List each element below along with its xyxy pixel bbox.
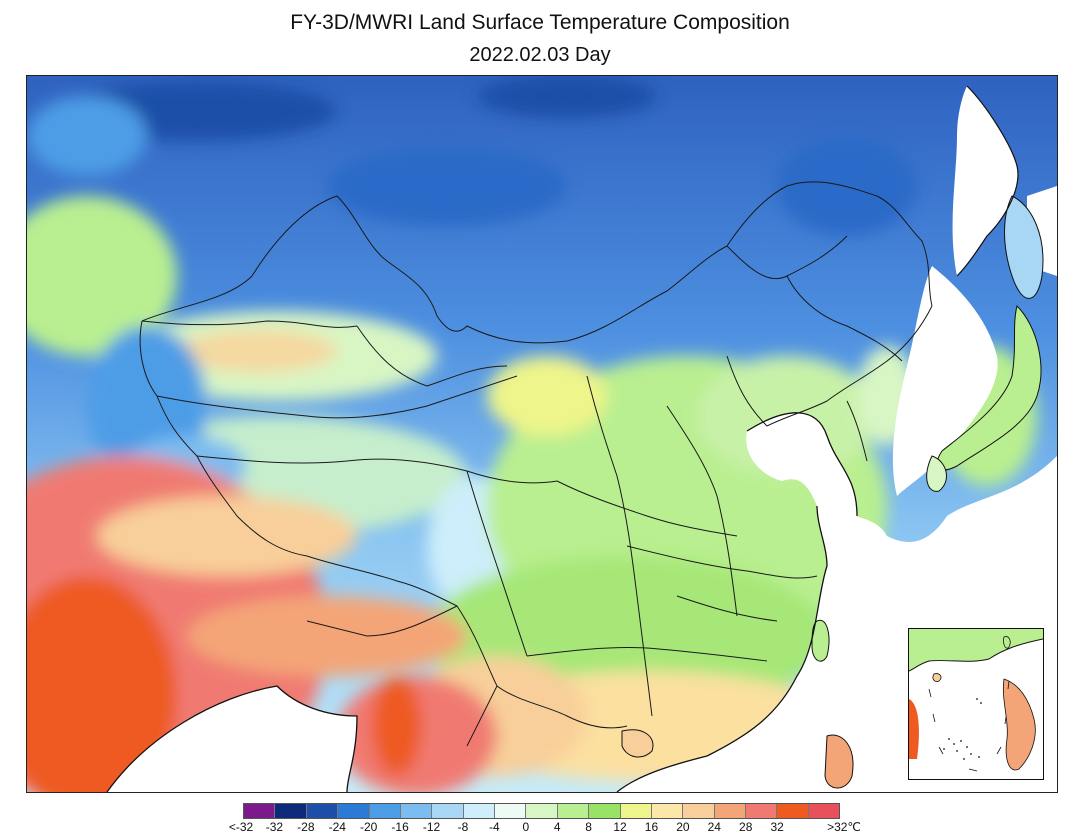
legend-tick-label: -32 — [265, 820, 284, 834]
legend-tick-label: -4 — [489, 820, 500, 834]
legend-swatch — [589, 804, 621, 818]
province-border — [156, 375, 518, 419]
province-border — [141, 320, 358, 328]
province-border — [466, 470, 528, 657]
legend-swatch — [275, 804, 307, 818]
inset-taiwan — [1003, 636, 1011, 649]
map-subtitle: 2022.02.03 Day — [469, 44, 611, 66]
national-border-north — [141, 181, 933, 344]
legend-tick-label: 24 — [707, 820, 721, 834]
legend-swatch — [683, 804, 715, 818]
cold-patch — [27, 96, 147, 176]
legend-tick-label: -20 — [360, 820, 378, 834]
legend-swatch — [432, 804, 464, 818]
himalaya-border — [306, 605, 458, 637]
coastline — [106, 685, 358, 792]
bay-of-bengal — [107, 686, 357, 792]
cold-patch — [477, 76, 657, 118]
inset-land-philippines — [1002, 678, 1036, 771]
warm-patch — [177, 329, 337, 373]
legend-tick-label: -16 — [391, 820, 409, 834]
boundary-lines — [139, 181, 933, 747]
province-border — [676, 595, 778, 622]
legend-tick-label: 8 — [585, 820, 592, 834]
color-legend — [243, 803, 840, 819]
legend-tick-label: <-32 — [228, 820, 254, 834]
legend-tick-label: -8 — [457, 820, 469, 834]
legend-tick-label: 4 — [553, 820, 561, 834]
legend-labels: <-32 -32 -28 -24 -20 -16 -12 -8 -4 0 4 8 12 16 20 24 28 3… — [0, 820, 1080, 838]
cold-patch — [327, 146, 567, 226]
inset-hainan — [932, 673, 942, 682]
province-border — [586, 375, 653, 717]
province-border — [786, 275, 903, 362]
warm-patch — [487, 356, 607, 436]
legend-tick-label: -28 — [297, 820, 315, 834]
inset-land-china — [909, 629, 1043, 671]
legend-swatch — [526, 804, 558, 818]
map-title: FY-3D/MWRI Land Surface Temperature Comp… — [290, 11, 790, 34]
coastline — [616, 412, 858, 792]
legend-swatch — [369, 804, 401, 818]
warm-region — [97, 496, 357, 576]
cold-patch — [777, 136, 917, 236]
province-border — [196, 455, 558, 484]
inset-land-vietnam — [909, 699, 919, 759]
province-border — [556, 480, 738, 537]
legend-tick-label: >32℃ — [827, 820, 861, 834]
legend-swatch — [777, 804, 809, 818]
province-border — [666, 405, 738, 617]
nine-dash-line — [928, 680, 1010, 772]
coastline — [956, 85, 1019, 277]
legend-swatch — [620, 804, 652, 818]
hokkaido-island — [1004, 195, 1044, 299]
legend-tick-label: -24 — [328, 820, 346, 834]
legend-swatch — [714, 804, 746, 818]
south-china-sea-inset — [908, 628, 1044, 780]
province-border — [526, 647, 768, 662]
legend-tick-label: -12 — [422, 820, 441, 834]
kyushu-island — [926, 455, 947, 492]
legend-swatch — [244, 804, 276, 818]
hot-region — [372, 676, 422, 776]
legend-tick-label: 0 — [522, 820, 530, 834]
inset-map — [909, 629, 1043, 772]
bohai-yellow-sea — [746, 412, 857, 538]
legend-tick-label: 28 — [739, 820, 753, 834]
province-border — [356, 325, 508, 387]
legend-swatch — [306, 804, 339, 818]
islands — [621, 195, 1044, 789]
legend-swatch — [651, 804, 684, 818]
legend-swatch — [557, 804, 590, 818]
hot-region — [187, 596, 467, 676]
myanmar-border — [466, 685, 498, 747]
border-northeast — [766, 305, 933, 427]
inset-coastline — [909, 638, 1043, 672]
national-border-south — [139, 320, 628, 729]
legend-swatch — [338, 804, 370, 818]
legend-tick-label: 32 — [770, 820, 784, 834]
inset-islands — [943, 698, 982, 760]
legend-swatch — [463, 804, 495, 818]
hot-region — [27, 576, 177, 792]
luzon-island — [824, 734, 854, 789]
korea-border — [846, 400, 868, 462]
taiwan-island — [811, 619, 830, 662]
legend-swatch — [808, 804, 840, 818]
province-border — [726, 235, 848, 280]
legend-tick-label: 16 — [644, 820, 659, 834]
sea-of-japan — [892, 266, 998, 496]
province-border — [626, 545, 818, 579]
legend-tick-label: 12 — [613, 820, 627, 834]
legend-swatch — [746, 804, 778, 818]
hainan-island — [621, 729, 654, 758]
temperature-map — [26, 75, 1058, 793]
legend-swatch — [400, 804, 433, 818]
legend-tick-label: 20 — [676, 820, 690, 834]
province-border — [726, 355, 768, 427]
mild-region — [27, 196, 177, 356]
legend-swatch — [495, 804, 527, 818]
temperature-map-canvas — [27, 76, 1057, 792]
